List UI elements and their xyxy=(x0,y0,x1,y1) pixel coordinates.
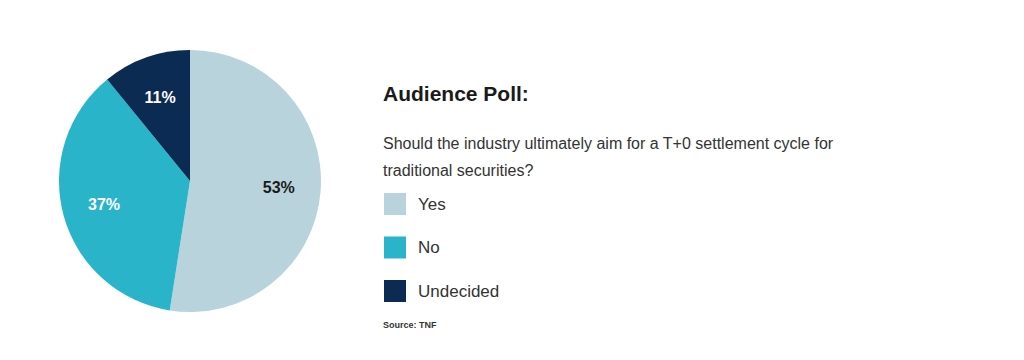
legend-label: Yes xyxy=(418,195,446,214)
pie-slices xyxy=(59,50,321,312)
pie-slice xyxy=(170,50,321,312)
data-label: 37% xyxy=(88,196,120,213)
legend-swatch xyxy=(384,237,406,259)
legend-swatch xyxy=(384,193,406,215)
data-label: 11% xyxy=(145,89,176,106)
subtitle: traditional securities? xyxy=(383,162,533,179)
legend-label: No xyxy=(418,238,440,257)
legend: Yes No Undecided xyxy=(384,193,499,302)
chart-svg: 53% 37% 11% Audience Poll: Should the indust… xyxy=(0,0,1024,360)
legend-label: Undecided xyxy=(418,282,499,301)
data-labels: 53% 37% 11% xyxy=(88,89,295,213)
chart-container: 53% 37% 11% Audience Poll: Should the indust… xyxy=(0,0,1024,360)
source: Source: TNF xyxy=(383,320,437,330)
title: Audience Poll: xyxy=(383,82,529,105)
subtitle: Should the industry ultimately aim for a… xyxy=(383,135,834,152)
data-label: 53% xyxy=(263,179,295,196)
pie-slice xyxy=(107,50,190,181)
legend-swatch xyxy=(384,280,406,302)
